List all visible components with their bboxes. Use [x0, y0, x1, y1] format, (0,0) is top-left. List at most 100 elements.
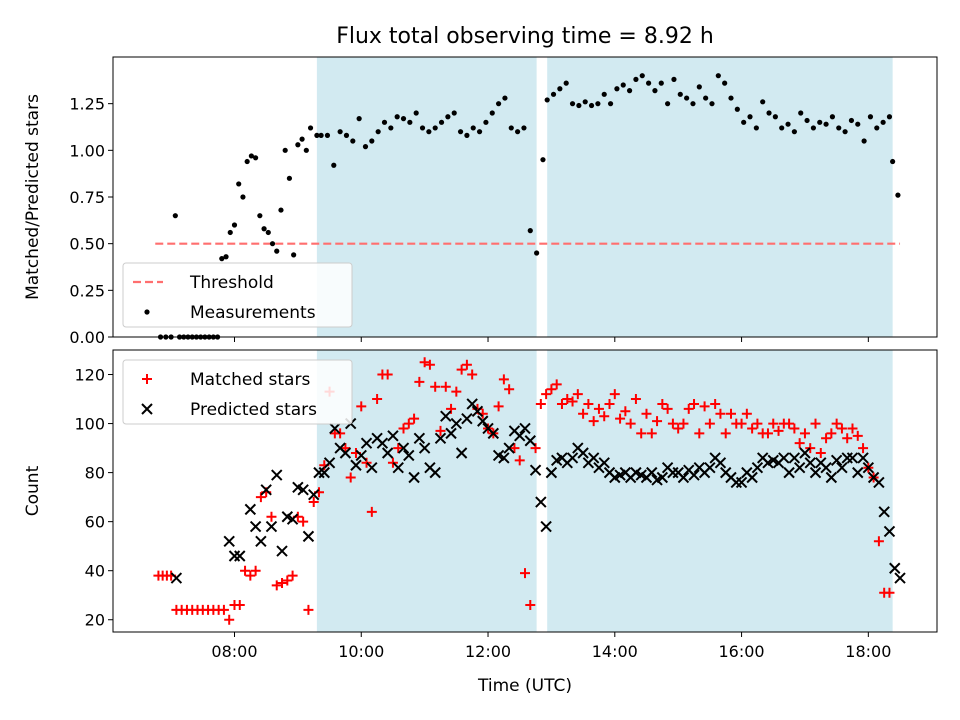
data-point [461, 359, 472, 370]
data-point [257, 213, 263, 219]
y-tick-label: 60 [85, 513, 105, 532]
data-point [789, 423, 800, 434]
data-point [794, 438, 805, 449]
data-point [356, 401, 367, 412]
legend-marker [144, 309, 150, 315]
data-point [556, 398, 567, 409]
data-point [269, 241, 276, 247]
data-point [287, 570, 298, 581]
data-point [227, 229, 233, 236]
data-point [576, 102, 582, 109]
data-point [633, 76, 639, 82]
y-tick-label: 40 [85, 562, 105, 581]
top-x-axis [233, 337, 869, 342]
shaded-windows [316, 57, 893, 337]
data-point [245, 570, 256, 581]
data-point [804, 457, 816, 469]
x-tick-label: 16:00 [719, 642, 765, 661]
data-point [335, 428, 346, 439]
legend-label: Predicted stars [190, 400, 317, 420]
data-point [557, 86, 563, 92]
data-point [867, 114, 874, 120]
data-point [704, 418, 715, 429]
data-point [604, 398, 615, 409]
data-point [403, 449, 415, 462]
data-point [665, 101, 671, 107]
data-point [219, 256, 225, 262]
data-point [847, 423, 858, 434]
data-point [826, 428, 837, 439]
data-point [825, 471, 838, 484]
data-point [831, 418, 842, 429]
data-point [236, 181, 242, 187]
data-point [429, 466, 441, 479]
data-point [286, 513, 299, 525]
data-point [297, 484, 309, 496]
data-point [451, 110, 457, 116]
data-point [842, 433, 853, 444]
legend-label: Measurements [190, 303, 316, 323]
data-point [734, 106, 740, 112]
data-point [572, 389, 583, 400]
data-point [291, 252, 297, 258]
data-point [677, 471, 690, 484]
data-point [529, 464, 542, 476]
data-point [403, 418, 414, 429]
data-point [551, 379, 562, 390]
data-point [520, 568, 530, 579]
data-point [799, 447, 811, 459]
data-point [861, 138, 867, 144]
data-point [766, 110, 772, 116]
data-point [298, 516, 309, 527]
data-point [785, 121, 791, 127]
data-point [710, 398, 721, 409]
data-point [566, 452, 579, 464]
data-point [736, 418, 747, 429]
data-point [308, 488, 320, 501]
data-point [535, 496, 547, 508]
data-point [595, 101, 601, 107]
data-point [588, 416, 599, 427]
data-point [696, 84, 702, 90]
data-point [340, 443, 351, 454]
data-point [855, 121, 861, 127]
data-point [253, 155, 259, 161]
data-point [810, 418, 821, 429]
data-point [355, 449, 367, 462]
series-matched-stars [153, 357, 895, 625]
data-point [588, 102, 595, 109]
data-point [673, 423, 684, 434]
data-point [862, 461, 875, 474]
data-point [466, 398, 478, 410]
data-point [793, 461, 806, 474]
data-point [381, 119, 388, 125]
data-point [456, 364, 467, 375]
data-point [836, 461, 848, 474]
data-point [271, 580, 282, 591]
data-point [873, 476, 885, 489]
data-point [418, 442, 431, 454]
data-point [842, 129, 848, 135]
data-point [805, 443, 816, 454]
bottom-legend: Matched stars Predicted stars [122, 359, 353, 425]
data-point [438, 119, 445, 125]
data-point [318, 466, 330, 479]
data-point [282, 575, 293, 586]
data-point [614, 86, 620, 92]
data-point [231, 222, 238, 228]
data-point [487, 427, 500, 440]
data-point [514, 430, 526, 442]
data-point [414, 376, 425, 387]
data-point [271, 469, 283, 481]
data-point [426, 129, 432, 135]
data-point [170, 572, 183, 584]
data-point [461, 412, 473, 425]
data-point [821, 433, 832, 444]
chart-title: Flux total observing time = 8.92 h [336, 24, 714, 49]
data-point [483, 119, 489, 125]
data-point [810, 125, 817, 131]
data-point [477, 415, 489, 427]
data-point [587, 452, 600, 464]
data-point [626, 88, 633, 94]
data-point [823, 121, 829, 127]
